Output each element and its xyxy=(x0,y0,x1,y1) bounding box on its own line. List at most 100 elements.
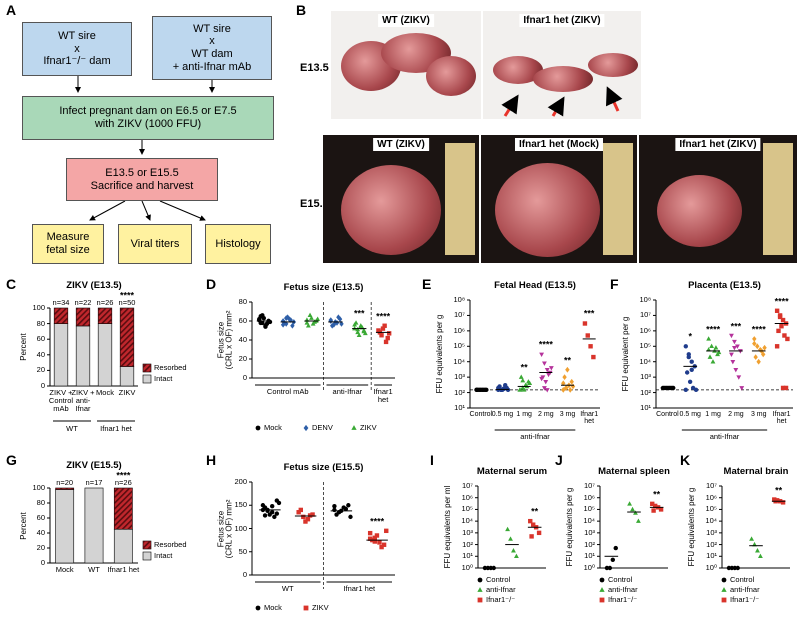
dot xyxy=(630,506,635,512)
dot xyxy=(309,315,314,320)
chart-title: Placenta (E13.5) xyxy=(688,280,761,292)
dot xyxy=(514,553,519,559)
x-tick-label: ZIKV + anti- Ifnar xyxy=(71,388,95,413)
y-tick-label: 80 xyxy=(238,297,247,307)
dot xyxy=(780,317,786,323)
x-tick-label: ZIKV + Control mAb xyxy=(48,388,74,413)
group-label: Ifnar1 het xyxy=(343,584,376,593)
x-tick-label: ZIKV xyxy=(118,388,136,397)
dot xyxy=(328,317,333,323)
y-axis-label: Percent xyxy=(18,511,28,540)
dot xyxy=(529,534,534,539)
row-label: E13.5 xyxy=(300,62,329,74)
dot xyxy=(301,514,306,520)
panel-label: E xyxy=(422,276,432,292)
dot xyxy=(774,344,780,349)
y-tick-label: 80 xyxy=(36,498,45,508)
panel-label: F xyxy=(610,276,619,292)
significance: **** xyxy=(751,324,766,335)
legend-label: Intact xyxy=(154,374,173,384)
y-tick-label: 10⁷ xyxy=(453,310,465,320)
y-tick-label: 150 xyxy=(234,500,247,510)
dot xyxy=(303,519,308,524)
panel-label: A xyxy=(6,2,17,18)
x-tick-label: Mock xyxy=(96,388,114,397)
y-tick-label: 60 xyxy=(36,513,45,523)
panel-label: H xyxy=(206,452,217,468)
dot xyxy=(783,385,789,391)
n-label: n=26 xyxy=(96,298,114,308)
dot xyxy=(367,536,373,541)
dot xyxy=(732,346,737,351)
dot xyxy=(505,526,510,532)
flow-node: WT sire x Ifnar1⁻/⁻ dam xyxy=(22,22,132,76)
dot xyxy=(779,324,784,329)
x-tick-label: 3 mg xyxy=(559,411,576,418)
y-tick-label: 10⁵ xyxy=(461,504,473,514)
dot xyxy=(284,320,289,327)
photo-caption: WT (ZIKV) xyxy=(373,138,429,151)
group-label: Ifnar1 het xyxy=(373,387,393,404)
chart-title: Maternal brain xyxy=(723,466,789,478)
dot xyxy=(686,354,691,360)
dot xyxy=(520,377,526,383)
dot xyxy=(334,512,339,517)
n-label: n=26 xyxy=(114,478,132,488)
n-label: n=50 xyxy=(118,298,136,308)
y-tick-label: 10⁸ xyxy=(639,295,651,305)
legend-label: anti-Ifnar xyxy=(608,585,638,595)
bar-segment xyxy=(84,487,104,564)
panel-label: K xyxy=(680,452,691,468)
legend-marker xyxy=(255,605,261,611)
y-tick-label: 80 xyxy=(36,318,45,328)
dot xyxy=(258,320,263,326)
x-tick-label: Control xyxy=(656,411,679,418)
panel-label: B xyxy=(296,2,307,18)
significance: *** xyxy=(730,320,742,331)
chart-title: Fetal Head (E13.5) xyxy=(494,280,576,292)
panel-label: C xyxy=(6,276,17,292)
dot xyxy=(274,511,280,516)
dot xyxy=(777,314,783,320)
dot xyxy=(536,530,542,536)
y-tick-label: 60 xyxy=(238,316,247,326)
dot xyxy=(539,376,545,382)
dot xyxy=(343,506,349,512)
legend-label: DENV xyxy=(312,423,333,433)
significance: **** xyxy=(774,296,789,307)
legend-label: anti-Ifnar xyxy=(486,585,516,595)
dot xyxy=(780,385,786,391)
legend-label: Mock xyxy=(264,423,282,433)
legend-marker xyxy=(721,587,727,592)
y-axis-label: FFU equivalents per g xyxy=(564,487,574,567)
dot xyxy=(652,503,658,509)
x-tick-label: 2 mg xyxy=(538,411,554,418)
dot xyxy=(710,359,716,364)
dot xyxy=(263,324,268,329)
hatch xyxy=(120,308,134,367)
n-label: n=17 xyxy=(85,478,103,488)
dot xyxy=(563,385,569,391)
dot xyxy=(339,320,344,327)
y-tick-label: 10⁵ xyxy=(453,341,465,351)
dot xyxy=(356,332,362,338)
chart-title: Fetus size (E13.5) xyxy=(283,282,364,294)
dot xyxy=(508,536,513,541)
dot xyxy=(380,326,386,331)
hatch xyxy=(143,364,151,372)
legend-marker xyxy=(303,605,309,611)
y-tick-label: 10⁰ xyxy=(705,563,717,573)
dot xyxy=(521,387,527,392)
y-tick-label: 10³ xyxy=(454,372,465,382)
y-tick-label: 10⁷ xyxy=(639,310,651,320)
dot xyxy=(332,503,337,509)
y-tick-label: 10⁴ xyxy=(705,516,717,526)
arrows xyxy=(501,86,623,117)
legend-label: Resorbed xyxy=(154,363,187,373)
y-tick-label: 10⁶ xyxy=(461,492,473,502)
dot xyxy=(544,368,550,373)
y-tick-label: 10⁶ xyxy=(453,325,465,335)
significance: *** xyxy=(353,308,365,319)
chart-title: Maternal serum xyxy=(476,466,548,478)
dot xyxy=(736,375,742,380)
